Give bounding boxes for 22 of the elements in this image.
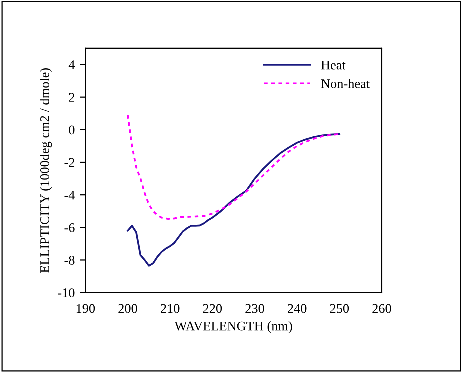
x-tick-label: 190 <box>76 304 96 314</box>
x-tick-label: 210 <box>161 304 180 314</box>
y-tick-label: 2 <box>69 93 75 102</box>
y-tick-label: -4 <box>64 190 76 200</box>
y-tick-label: -10 <box>58 288 75 298</box>
x-axis-title: WAVELENGTH (nm) <box>174 321 292 334</box>
y-axis-title: ELLIPTICITY (1000deg cm2 / dmole) <box>40 68 52 273</box>
x-tick-label: 200 <box>118 304 138 314</box>
y-tick-label: -8 <box>64 256 75 265</box>
x-tick-label: 240 <box>288 304 307 314</box>
y-tick-label: -2 <box>64 158 75 168</box>
legend-label: Non-heat <box>321 79 370 88</box>
line-series <box>127 114 341 220</box>
x-tick-label: 220 <box>203 304 222 314</box>
legend-label: Heat <box>321 60 346 70</box>
x-tick-label: 250 <box>330 304 350 314</box>
line-series <box>127 133 341 267</box>
y-tick-label: 0 <box>69 126 75 135</box>
x-tick-label: 260 <box>372 304 392 314</box>
x-tick-label: 230 <box>246 304 264 314</box>
y-tick-label: 4 <box>68 60 76 70</box>
y-tick-label: -6 <box>64 223 75 232</box>
